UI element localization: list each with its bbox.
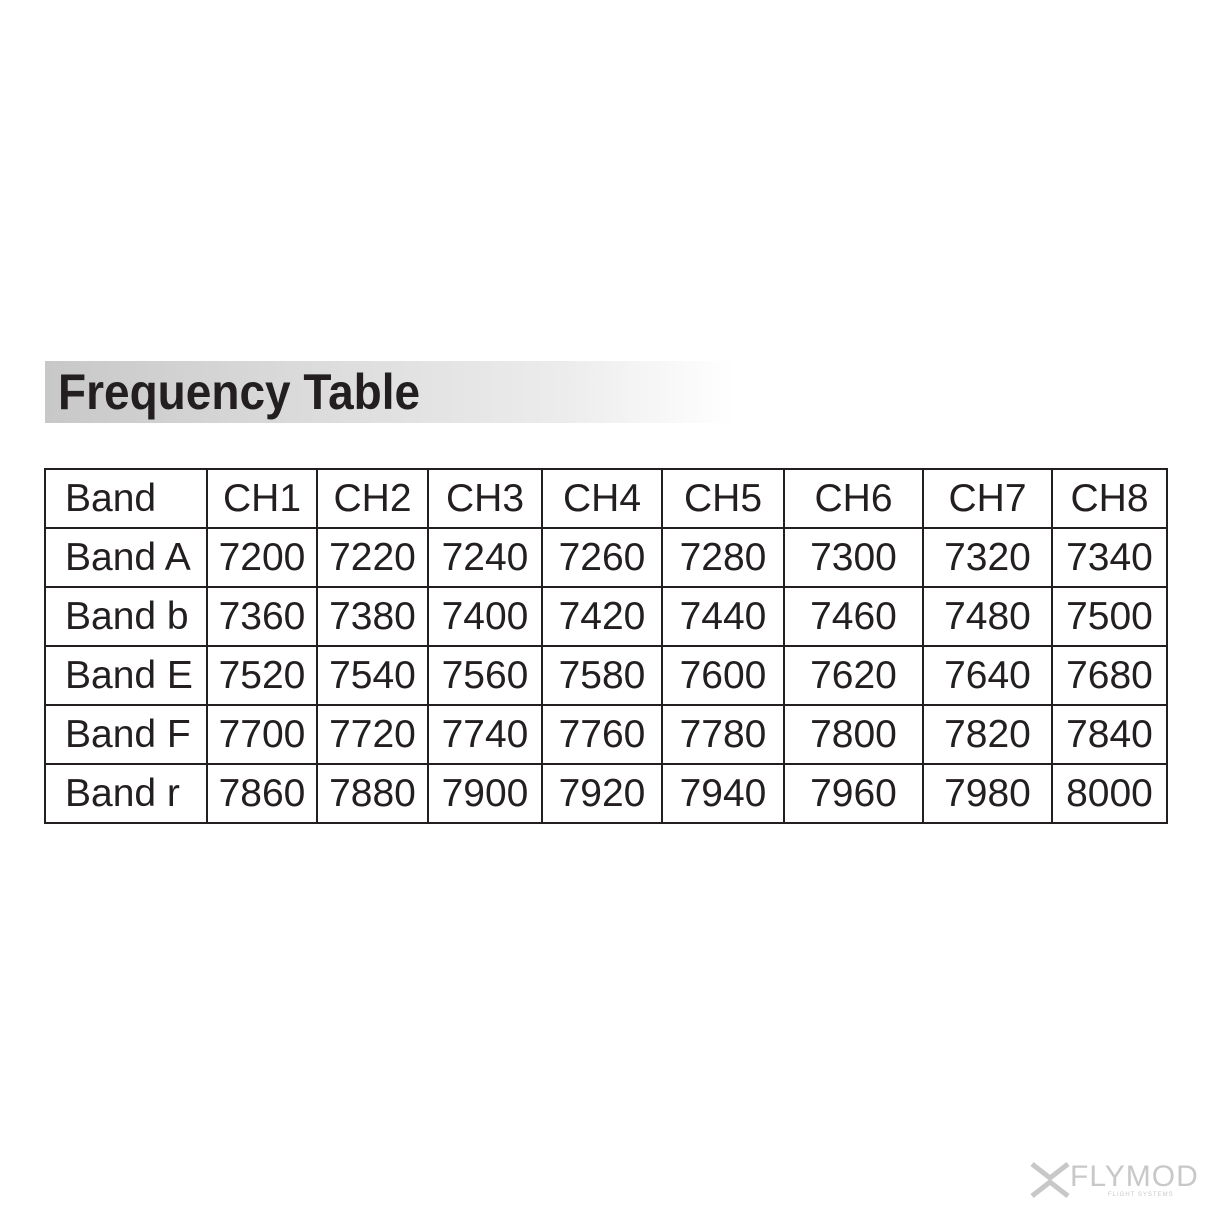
table-cell: 7340 bbox=[1051, 527, 1168, 588]
frequency-table: Band CH1 CH2 CH3 CH4 CH5 CH6 CH7 CH8 Band A 7200 72… bbox=[44, 468, 1168, 824]
page-title: Frequency Table bbox=[58, 364, 421, 420]
table-cell: CH8 bbox=[1051, 468, 1168, 529]
table-cell: 7620 bbox=[783, 645, 924, 706]
table-cell: 7860 bbox=[206, 763, 318, 824]
table-cell: 7220 bbox=[316, 527, 429, 588]
table-cell: 7700 bbox=[206, 704, 318, 765]
table-cell: 7800 bbox=[783, 704, 924, 765]
table-cell: 7200 bbox=[206, 527, 318, 588]
table-cell: 7240 bbox=[427, 527, 543, 588]
row-label: Band E bbox=[44, 645, 208, 706]
table-cell: 7460 bbox=[783, 586, 924, 647]
table-row: Band E 7520 7540 7560 7580 7600 7620 7640 7680 bbox=[44, 645, 1168, 706]
table-cell: 7540 bbox=[316, 645, 429, 706]
table-row: Band F 7700 7720 7740 7760 7780 7800 7820 7840 bbox=[44, 704, 1168, 765]
table-cell: 7480 bbox=[922, 586, 1053, 647]
table-cell: 7920 bbox=[541, 763, 663, 824]
table-cell: CH4 bbox=[541, 468, 663, 529]
table-cell: 7440 bbox=[661, 586, 785, 647]
table-row: Band b 7360 7380 7400 7420 7440 7460 7480 7500 bbox=[44, 586, 1168, 647]
table-cell: 7260 bbox=[541, 527, 663, 588]
table-cell: CH1 bbox=[206, 468, 318, 529]
table-cell: 7640 bbox=[922, 645, 1053, 706]
watermark-text: FLYMOD bbox=[1070, 1160, 1199, 1193]
row-label: Band r bbox=[44, 763, 208, 824]
table-cell: 7840 bbox=[1051, 704, 1168, 765]
table-cell: 8000 bbox=[1051, 763, 1168, 824]
table-cell: 7880 bbox=[316, 763, 429, 824]
table-cell: CH3 bbox=[427, 468, 543, 529]
table-cell: 7680 bbox=[1051, 645, 1168, 706]
table-cell: 7720 bbox=[316, 704, 429, 765]
table-cell: 7780 bbox=[661, 704, 785, 765]
table-cell: 7600 bbox=[661, 645, 785, 706]
table-cell: 7580 bbox=[541, 645, 663, 706]
table-row: Band r 7860 7880 7900 7920 7940 7960 7980 8000 bbox=[44, 763, 1168, 824]
row-label: Band F bbox=[44, 704, 208, 765]
table-cell: 7560 bbox=[427, 645, 543, 706]
header-row: Band CH1 CH2 CH3 CH4 CH5 CH6 CH7 CH8 bbox=[44, 468, 1168, 529]
table-cell: CH6 bbox=[783, 468, 924, 529]
table-cell: 7300 bbox=[783, 527, 924, 588]
table-cell: 7400 bbox=[427, 586, 543, 647]
table-row: Band A 7200 7220 7240 7260 7280 7300 7320 7340 bbox=[44, 527, 1168, 588]
table-cell: 7940 bbox=[661, 763, 785, 824]
propeller-icon bbox=[1030, 1162, 1070, 1198]
watermark-subtext: FLIGHT SYSTEMS bbox=[1108, 1192, 1174, 1198]
table-cell: CH2 bbox=[316, 468, 429, 529]
table-cell: 7980 bbox=[922, 763, 1053, 824]
table-cell: CH5 bbox=[661, 468, 785, 529]
table-cell: 7960 bbox=[783, 763, 924, 824]
table-cell: 7740 bbox=[427, 704, 543, 765]
table-cell: 7360 bbox=[206, 586, 318, 647]
table-cell: 7500 bbox=[1051, 586, 1168, 647]
table-cell: 7900 bbox=[427, 763, 543, 824]
title-bar: Frequency Table bbox=[45, 361, 735, 423]
row-label: Band A bbox=[44, 527, 208, 588]
row-label: Band b bbox=[44, 586, 208, 647]
table-cell: 7380 bbox=[316, 586, 429, 647]
table-cell: 7420 bbox=[541, 586, 663, 647]
row-label: Band bbox=[44, 468, 208, 529]
table-cell: 7820 bbox=[922, 704, 1053, 765]
watermark-logo: FLYMOD FLIGHT SYSTEMS bbox=[1030, 1160, 1200, 1200]
table-cell: 7760 bbox=[541, 704, 663, 765]
table-cell: 7520 bbox=[206, 645, 318, 706]
table-cell: 7320 bbox=[922, 527, 1053, 588]
table-cell: CH7 bbox=[922, 468, 1053, 529]
table-cell: 7280 bbox=[661, 527, 785, 588]
